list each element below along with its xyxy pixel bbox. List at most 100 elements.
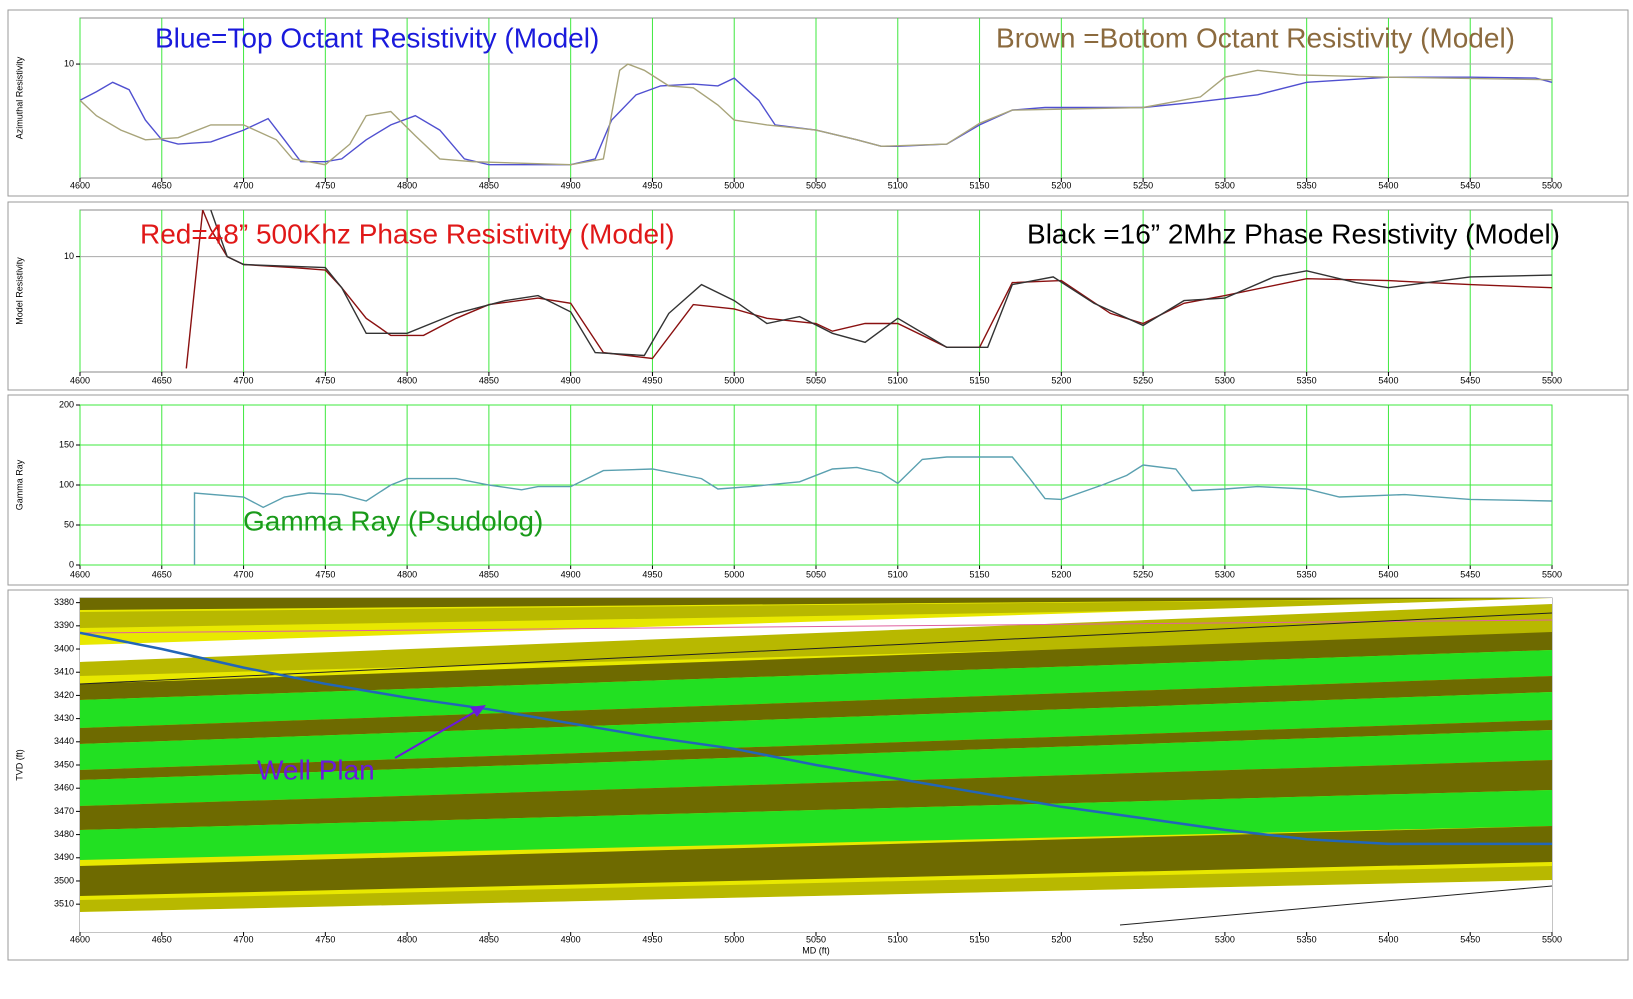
chart: 4600465047004750480048504900495050005050… bbox=[0, 0, 1633, 994]
x-tick-label: 5200 bbox=[1051, 934, 1071, 944]
x-tick-label: 5250 bbox=[1133, 934, 1153, 944]
x-tick-label: 4600 bbox=[70, 375, 90, 385]
x-tick-label: 5050 bbox=[806, 375, 826, 385]
annotation: Black =16” 2Mhz Phase Resistivity (Model… bbox=[1027, 218, 1560, 249]
y-tick-label: 3430 bbox=[54, 713, 74, 723]
x-tick-label: 5200 bbox=[1051, 180, 1071, 190]
x-tick-label: 5000 bbox=[724, 375, 744, 385]
y-tick-label: 3480 bbox=[54, 829, 74, 839]
y-tick-label: 3490 bbox=[54, 852, 74, 862]
x-tick-label: 4800 bbox=[397, 375, 417, 385]
x-tick-label: 4750 bbox=[315, 569, 335, 579]
x-tick-label: 5500 bbox=[1542, 375, 1562, 385]
x-tick-label: 5150 bbox=[970, 375, 990, 385]
x-tick-label: 4850 bbox=[479, 934, 499, 944]
x-tick-label: 4900 bbox=[561, 180, 581, 190]
x-tick-label: 4850 bbox=[479, 180, 499, 190]
x-tick-label: 5500 bbox=[1542, 934, 1562, 944]
x-tick-label: 5100 bbox=[888, 180, 908, 190]
x-tick-label: 4850 bbox=[479, 375, 499, 385]
annotation: Red=48” 500Khz Phase Resistivity (Model) bbox=[140, 218, 675, 249]
x-tick-label: 5100 bbox=[888, 375, 908, 385]
y-tick-label: 3380 bbox=[54, 597, 74, 607]
y-tick-label: 10 bbox=[64, 58, 74, 68]
x-tick-label: 4900 bbox=[561, 569, 581, 579]
x-axis-label: MD (ft) bbox=[802, 945, 830, 955]
x-tick-label: 5300 bbox=[1215, 934, 1235, 944]
x-tick-label: 5400 bbox=[1378, 934, 1398, 944]
x-tick-label: 4950 bbox=[642, 569, 662, 579]
x-tick-label: 5100 bbox=[888, 569, 908, 579]
y-axis-label: Gamma Ray bbox=[14, 459, 24, 510]
y-axis-label: Azimuthal Resistivity bbox=[14, 56, 24, 139]
x-tick-label: 4750 bbox=[315, 180, 335, 190]
x-tick-label: 5200 bbox=[1051, 375, 1071, 385]
x-tick-label: 5250 bbox=[1133, 569, 1153, 579]
x-tick-label: 5450 bbox=[1460, 934, 1480, 944]
x-tick-label: 5350 bbox=[1297, 569, 1317, 579]
x-tick-label: 5000 bbox=[724, 569, 744, 579]
x-tick-label: 5050 bbox=[806, 180, 826, 190]
x-tick-label: 4600 bbox=[70, 180, 90, 190]
x-tick-label: 4650 bbox=[152, 180, 172, 190]
x-tick-label: 5000 bbox=[724, 934, 744, 944]
x-tick-label: 5050 bbox=[806, 569, 826, 579]
x-tick-label: 4950 bbox=[642, 375, 662, 385]
annotation: Well Plan bbox=[257, 754, 375, 785]
y-tick-label: 50 bbox=[64, 519, 74, 529]
x-tick-label: 4700 bbox=[234, 934, 254, 944]
y-tick-label: 3400 bbox=[54, 643, 74, 653]
y-axis-label: Model Resistivity bbox=[14, 257, 24, 325]
x-tick-label: 4600 bbox=[70, 569, 90, 579]
x-tick-label: 4700 bbox=[234, 180, 254, 190]
x-tick-label: 4800 bbox=[397, 934, 417, 944]
x-tick-label: 4700 bbox=[234, 569, 254, 579]
x-tick-label: 5250 bbox=[1133, 180, 1153, 190]
x-tick-label: 4650 bbox=[152, 934, 172, 944]
x-tick-label: 4650 bbox=[152, 569, 172, 579]
x-tick-label: 5350 bbox=[1297, 934, 1317, 944]
x-tick-label: 5400 bbox=[1378, 375, 1398, 385]
x-tick-label: 4650 bbox=[152, 375, 172, 385]
y-tick-label: 0 bbox=[69, 559, 74, 569]
x-tick-label: 5200 bbox=[1051, 569, 1071, 579]
x-tick-label: 5400 bbox=[1378, 180, 1398, 190]
y-tick-label: 3460 bbox=[54, 783, 74, 793]
x-tick-label: 5050 bbox=[806, 934, 826, 944]
x-tick-label: 5450 bbox=[1460, 375, 1480, 385]
x-tick-label: 5300 bbox=[1215, 180, 1235, 190]
y-tick-label: 3440 bbox=[54, 736, 74, 746]
x-tick-label: 5000 bbox=[724, 180, 744, 190]
x-tick-label: 4750 bbox=[315, 934, 335, 944]
x-tick-label: 4800 bbox=[397, 569, 417, 579]
y-axis-label: TVD (ft) bbox=[14, 749, 24, 781]
y-tick-label: 3410 bbox=[54, 667, 74, 677]
x-tick-label: 5450 bbox=[1460, 180, 1480, 190]
x-tick-label: 4800 bbox=[397, 180, 417, 190]
y-tick-label: 3390 bbox=[54, 620, 74, 630]
y-tick-label: 150 bbox=[59, 439, 74, 449]
x-tick-label: 5300 bbox=[1215, 375, 1235, 385]
annotation: Gamma Ray (Psudolog) bbox=[243, 505, 543, 536]
x-tick-label: 5350 bbox=[1297, 375, 1317, 385]
x-tick-label: 5100 bbox=[888, 934, 908, 944]
x-tick-label: 5500 bbox=[1542, 180, 1562, 190]
y-tick-label: 3500 bbox=[54, 875, 74, 885]
x-tick-label: 5400 bbox=[1378, 569, 1398, 579]
x-tick-label: 5150 bbox=[970, 180, 990, 190]
y-tick-label: 3420 bbox=[54, 690, 74, 700]
annotation: Brown =Bottom Octant Resistivity (Model) bbox=[996, 22, 1515, 53]
x-tick-label: 5350 bbox=[1297, 180, 1317, 190]
x-tick-label: 4850 bbox=[479, 569, 499, 579]
x-tick-label: 4900 bbox=[561, 375, 581, 385]
annotation: Blue=Top Octant Resistivity (Model) bbox=[155, 22, 599, 53]
x-tick-label: 4950 bbox=[642, 934, 662, 944]
x-tick-label: 5300 bbox=[1215, 569, 1235, 579]
x-tick-label: 5500 bbox=[1542, 569, 1562, 579]
x-tick-label: 4600 bbox=[70, 934, 90, 944]
x-tick-label: 4950 bbox=[642, 180, 662, 190]
y-tick-label: 3510 bbox=[54, 899, 74, 909]
x-tick-label: 4750 bbox=[315, 375, 335, 385]
y-tick-label: 100 bbox=[59, 479, 74, 489]
x-tick-label: 5150 bbox=[970, 569, 990, 579]
